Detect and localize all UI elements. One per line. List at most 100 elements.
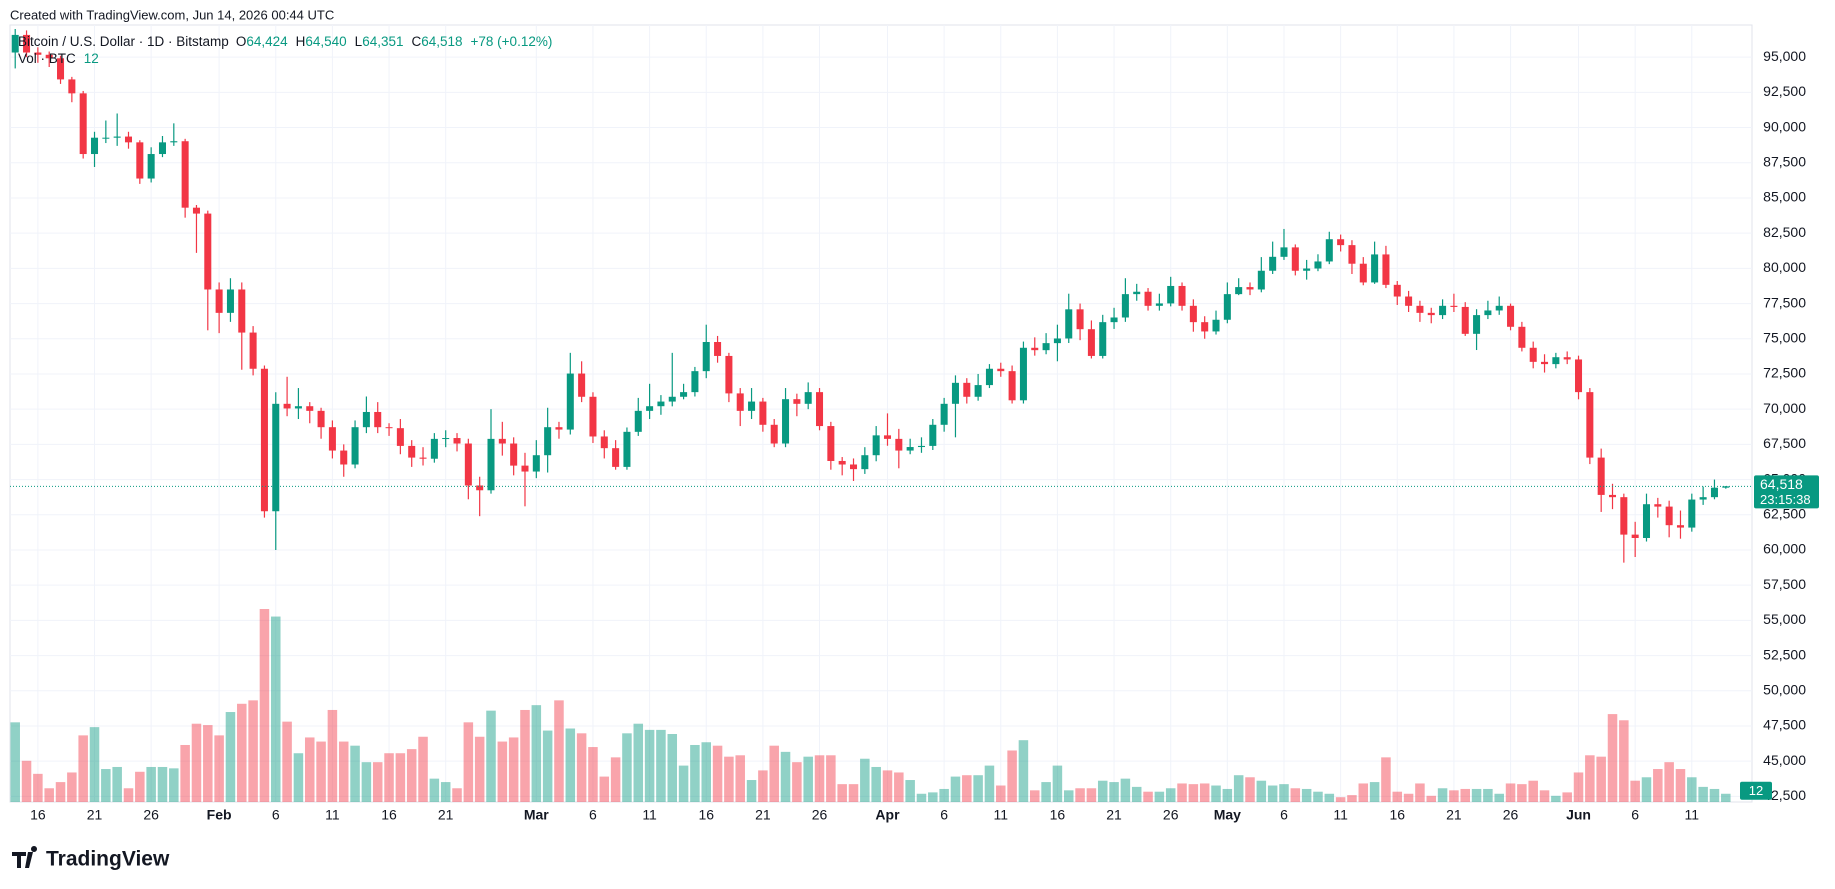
x-tick-label: 6 <box>589 807 597 823</box>
candle-body <box>45 54 53 59</box>
volume-bar <box>21 760 32 802</box>
candle-body <box>668 396 676 402</box>
volume-bar <box>1494 793 1504 802</box>
volume-bar <box>1426 795 1437 802</box>
field-value: 64,518 <box>421 34 462 49</box>
x-tick-label: 21 <box>755 807 771 823</box>
x-tick-label: 16 <box>698 807 714 823</box>
volume-bar <box>463 722 474 802</box>
candle-body <box>510 443 518 466</box>
volume-bar <box>973 775 983 802</box>
y-tick-label: 90,000 <box>1763 118 1806 134</box>
y-tick-label: 50,000 <box>1763 681 1806 697</box>
candle-body <box>1484 310 1492 316</box>
candle-body <box>306 406 314 411</box>
candle-body <box>1597 457 1605 495</box>
candle-body <box>464 443 472 486</box>
candle-body <box>408 445 416 458</box>
volume-bar <box>1335 797 1346 802</box>
candle-body <box>1518 326 1526 348</box>
y-tick-label: 85,000 <box>1763 189 1806 205</box>
candle-body <box>951 382 959 404</box>
volume-bar <box>1460 788 1470 802</box>
volume-bar <box>1381 757 1391 802</box>
candle-body <box>725 355 733 394</box>
volume-bar <box>1233 775 1244 802</box>
volume-tag-label: 12 <box>1749 783 1763 798</box>
volume-bar <box>214 735 224 802</box>
legend-line: Bitcoin / U.S. Dollar · 1D · Bitstamp O64… <box>18 34 552 49</box>
volume-bar <box>576 733 587 802</box>
x-tick-label: 21 <box>87 807 103 823</box>
candle-body <box>770 424 778 444</box>
caption: Created with TradingView.com, Jun 14, 20… <box>10 7 334 22</box>
candle-body <box>1439 305 1447 316</box>
volume-bar <box>588 747 598 802</box>
x-tick-label: 6 <box>1631 807 1639 823</box>
volume-bar <box>1313 791 1323 802</box>
candle-body <box>985 368 993 386</box>
field-key: L <box>355 34 363 49</box>
volume-bar <box>1063 790 1074 802</box>
x-tick-label: 6 <box>1280 807 1288 823</box>
x-tick-label: 21 <box>1446 807 1462 823</box>
x-tick-label: Mar <box>524 807 549 823</box>
candle-body <box>1314 261 1322 269</box>
volume-bar <box>497 741 508 802</box>
volume-bar <box>690 744 700 802</box>
volume-bar <box>55 782 66 802</box>
volume-bar <box>837 784 847 802</box>
candle-body <box>1608 494 1617 498</box>
candle-body <box>929 424 937 446</box>
candle-body <box>1676 525 1684 528</box>
candle-body <box>566 373 574 430</box>
candle-body <box>1212 319 1220 332</box>
volume-bar <box>1709 788 1720 802</box>
volume-bar <box>1528 780 1538 802</box>
volume-bar <box>1256 780 1267 802</box>
candle-body <box>23 34 31 53</box>
volume-bar <box>1539 790 1550 802</box>
y-tick-label: 57,500 <box>1763 576 1806 592</box>
volume-bar <box>1030 790 1040 802</box>
volume-bar <box>1437 788 1448 802</box>
field-key: C <box>411 34 421 49</box>
candle-body <box>1563 357 1571 360</box>
volume-bar <box>1562 792 1572 802</box>
volume-bar <box>89 727 100 802</box>
y-tick-label: 75,000 <box>1763 329 1806 345</box>
volume-bar <box>293 753 304 802</box>
volume-bar <box>1120 778 1131 802</box>
field-key: O <box>236 34 247 49</box>
volume-bar <box>1483 788 1493 802</box>
candle-body <box>532 455 540 472</box>
volume-bar <box>1211 785 1221 802</box>
x-tick-label: 26 <box>1163 807 1179 823</box>
candle-body <box>849 464 858 470</box>
x-tick-label: 26 <box>812 807 828 823</box>
candle-body <box>1167 285 1175 304</box>
volume-bar <box>78 735 88 802</box>
volume-bar <box>1143 791 1153 802</box>
y-tick-label: 42,500 <box>1763 787 1806 803</box>
candle-body <box>1642 504 1651 538</box>
volume-bar <box>610 757 621 802</box>
x-tick-label: Apr <box>875 807 900 823</box>
y-tick-label: 55,000 <box>1763 611 1806 627</box>
candle-body <box>883 435 892 439</box>
volume-bar <box>237 703 247 802</box>
candle-body <box>1031 347 1039 351</box>
volume-bar <box>67 772 77 802</box>
volume-bar <box>1279 784 1289 802</box>
volume-bar <box>599 776 610 802</box>
field-key: H <box>296 34 306 49</box>
candle-body <box>612 448 620 467</box>
volume-bar <box>1585 755 1595 802</box>
candle-body <box>691 371 699 393</box>
candle-body <box>294 406 302 409</box>
y-tick-label: 87,500 <box>1763 153 1806 169</box>
candle-body <box>589 396 597 437</box>
x-tick-label: 21 <box>1106 807 1122 823</box>
volume-bar <box>1449 790 1459 802</box>
volume-bar <box>894 772 904 802</box>
